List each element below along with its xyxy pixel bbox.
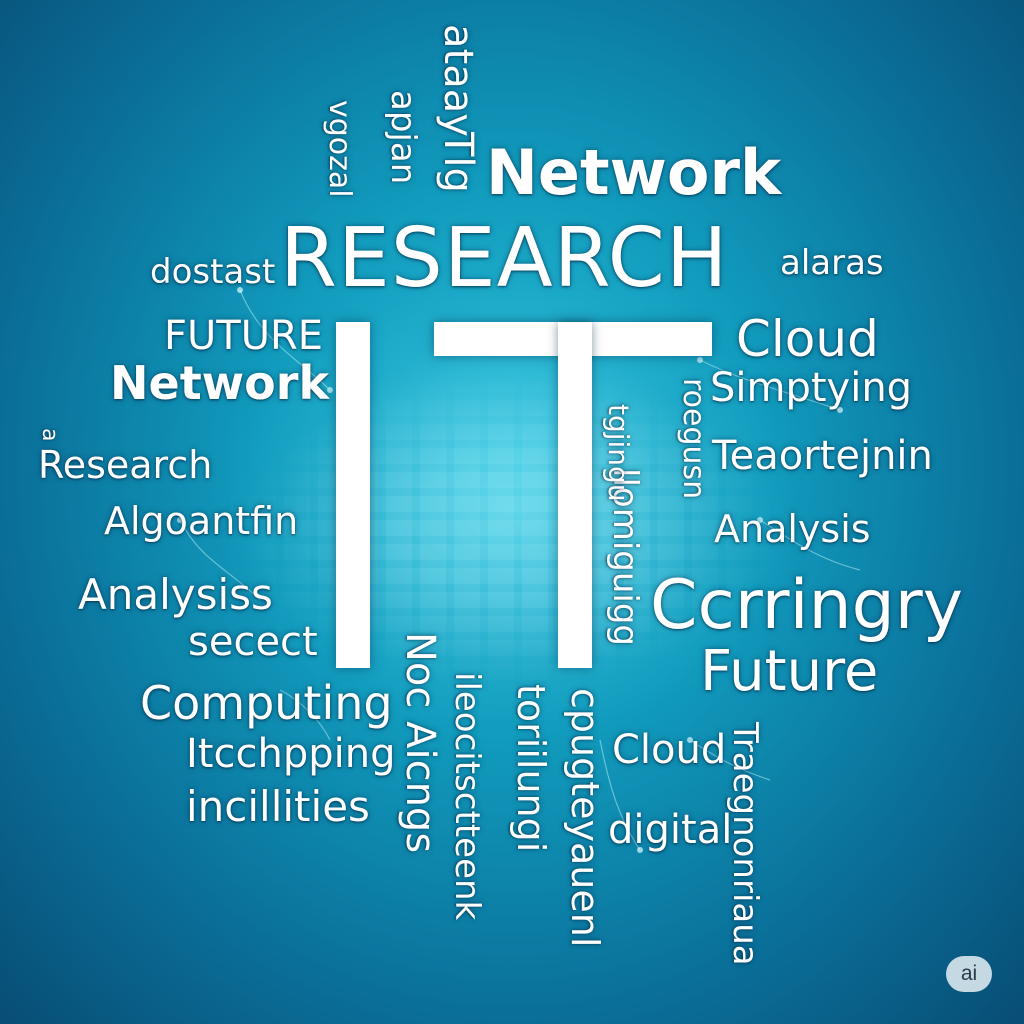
ai-badge: ai (946, 956, 992, 992)
word-secect: secect (188, 619, 318, 665)
word-research-left: Research (38, 443, 213, 487)
center-glow (230, 300, 790, 720)
word-network-top: Network (486, 136, 782, 209)
word-itcchpping: Itcchpping (186, 731, 396, 777)
word-vertical-traegnonriaua: Traegnonriaua (725, 722, 765, 966)
word-computing: Computing (140, 676, 393, 730)
it-letter-i (336, 322, 370, 668)
word-network-left: Network (110, 356, 330, 410)
word-algoantfin: Algoantfin (104, 499, 299, 543)
word-future-caps: FUTURE (164, 313, 324, 359)
word-research-big: RESEARCH (280, 211, 729, 306)
word-analysiss: Analysiss (78, 570, 273, 619)
word-alaras: alaras (780, 243, 884, 283)
word-simptying: Simptying (710, 365, 913, 411)
word-ccrringry: Ccrringry (650, 566, 963, 645)
word-vertical-cpugteyauenl: cpugteyauenl (563, 688, 607, 948)
word-vertical-ataay: ataay (435, 24, 481, 137)
word-vertical-noc-aicngs: Noc Aicngs (397, 632, 443, 854)
word-analysis-right: Analysis (714, 507, 871, 551)
word-vertical-vgozal: vgozal (322, 100, 357, 198)
word-vertical-tgjingu: tgjingu (602, 404, 635, 502)
word-vertical-apjan: apjan (383, 90, 423, 185)
word-vertical-a: a (37, 428, 62, 442)
word-vertical-roegusn: roegusn (676, 378, 711, 500)
word-future-right: Future (700, 639, 879, 704)
word-dostast: dostast (150, 252, 276, 292)
word-incillities: incillities (186, 782, 370, 831)
word-vertical-toriilungi: toriilungi (509, 684, 553, 853)
it-letter-t-stem (558, 322, 592, 668)
word-cloud-bottom: Cloud (612, 727, 727, 773)
word-vertical-ileoc: ileocitsctteenk (447, 672, 487, 921)
word-vertical-tlg: Tlg (435, 132, 481, 193)
word-teaortejnin: Teaortejnin (712, 433, 933, 479)
word-cloud-right: Cloud (736, 310, 879, 368)
word-digital: digital (608, 807, 733, 853)
